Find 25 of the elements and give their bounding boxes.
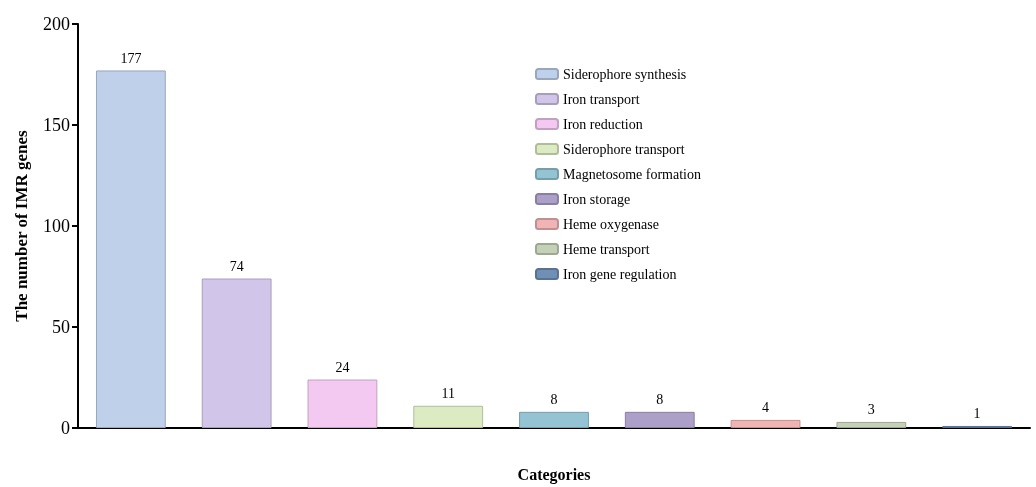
legend-label: Iron reduction — [562, 116, 643, 132]
data-label: 8 — [656, 392, 664, 408]
legend-label: Iron storage — [562, 191, 631, 207]
legend-label: Iron transport — [562, 91, 640, 107]
y-tick-label: 0 — [61, 418, 70, 438]
data-label: 11 — [441, 386, 455, 402]
data-label: 8 — [550, 392, 558, 408]
y-tick-label: 50 — [52, 317, 70, 337]
y-tick-label: 200 — [43, 14, 70, 34]
legend-label: Heme oxygenase — [562, 216, 660, 232]
legend-label: Iron gene regulation — [562, 266, 677, 282]
legend-label: Siderophore synthesis — [562, 66, 687, 82]
legend-label: Magnetosome formation — [562, 166, 702, 182]
data-label: 74 — [229, 259, 244, 275]
y-tick-label: 100 — [43, 216, 70, 236]
y-axis-title: The number of IMR genes — [12, 129, 31, 322]
data-label: 24 — [335, 360, 350, 376]
y-tick-label: 150 — [43, 115, 70, 135]
data-label: 177 — [120, 50, 142, 66]
data-label: 3 — [867, 402, 875, 418]
data-label: 4 — [762, 400, 770, 416]
legend-label: Siderophore transport — [562, 141, 685, 157]
x-axis-title: Categories — [517, 465, 591, 484]
legend-label: Heme transport — [562, 241, 650, 257]
data-label: 1 — [973, 406, 981, 422]
